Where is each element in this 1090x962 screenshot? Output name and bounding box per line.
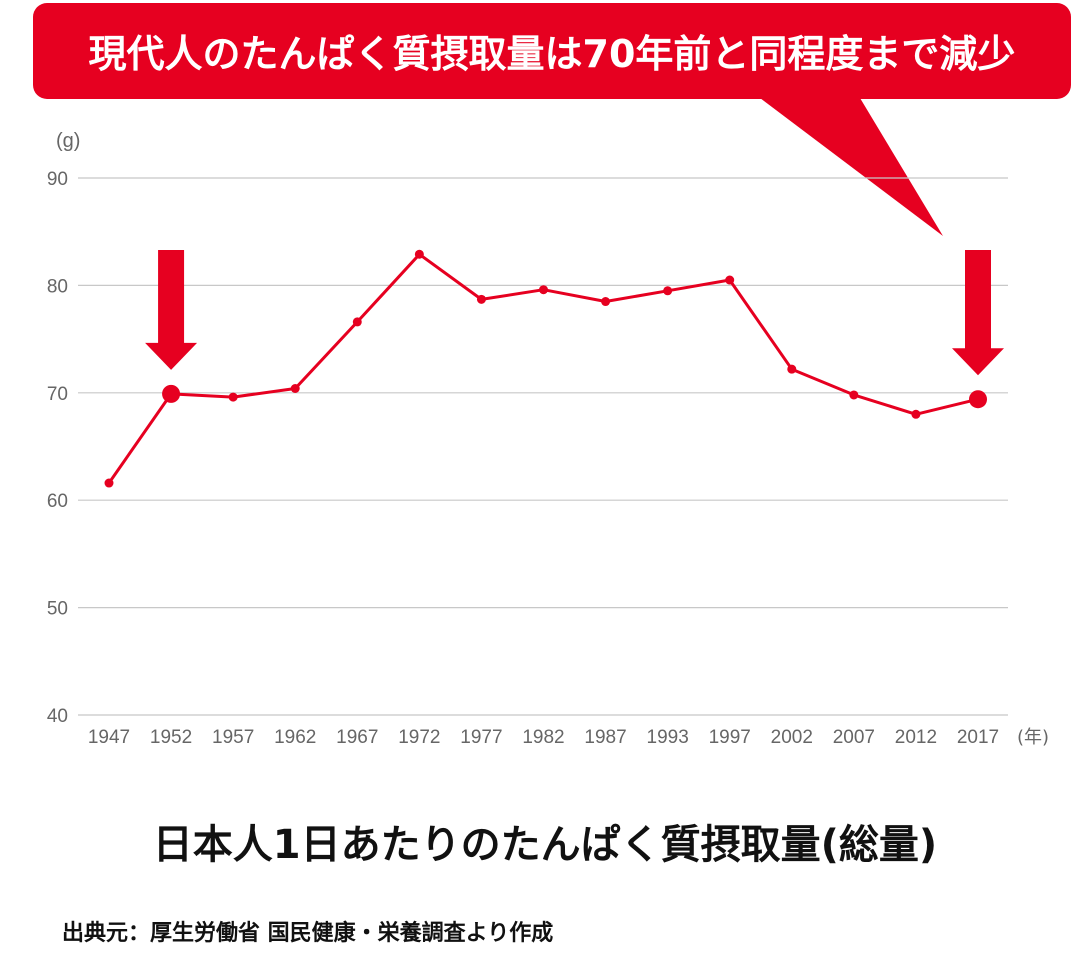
point-1952 bbox=[162, 384, 181, 403]
arrow-1952 bbox=[145, 250, 198, 370]
source-note: 出典元：厚生労働省 国民健康・栄養調査より作成 bbox=[62, 921, 554, 946]
series-protein bbox=[104, 249, 987, 488]
banner-title: 現代人のたんぱく質摂取量は70年前と同程度まで減少 bbox=[89, 32, 1016, 76]
x-tick-label-1972: 1972 bbox=[398, 727, 440, 748]
x-tick-label-1952: 1952 bbox=[150, 727, 192, 748]
point-1977 bbox=[476, 294, 486, 304]
highlight-arrows bbox=[145, 250, 1004, 376]
point-1982 bbox=[539, 285, 548, 295]
y-tick-label-80: 80 bbox=[47, 276, 68, 297]
point-1972 bbox=[414, 249, 424, 259]
point-2007 bbox=[849, 390, 859, 400]
y-tick-label-90: 90 bbox=[47, 169, 68, 190]
y-tick-label-40: 40 bbox=[47, 706, 68, 727]
point-2017 bbox=[969, 390, 987, 409]
x-tick-label-1947: 1947 bbox=[88, 727, 130, 748]
point-1962 bbox=[290, 384, 300, 394]
y-tick-label-50: 50 bbox=[47, 599, 68, 620]
y-tick-label-60: 60 bbox=[47, 491, 68, 512]
grid-lines bbox=[78, 177, 1008, 716]
x-tick-label-2002: 2002 bbox=[771, 727, 813, 748]
point-2012 bbox=[911, 409, 921, 419]
x-tick-label-1982: 1982 bbox=[522, 727, 564, 748]
point-1967 bbox=[352, 317, 362, 327]
x-tick-label-1993: 1993 bbox=[647, 727, 689, 748]
arrow-2017 bbox=[952, 250, 1004, 376]
x-tick-label-1962: 1962 bbox=[274, 727, 316, 748]
x-tick-label-1997: 1997 bbox=[709, 727, 751, 748]
banner-pointer bbox=[760, 98, 943, 236]
point-1947 bbox=[104, 478, 114, 488]
y-axis-unit: (g) bbox=[56, 130, 80, 152]
x-tick-labels: 1947 1952 1957 1962 1967 1972 1977 1982 1987 1993… bbox=[88, 727, 999, 748]
headline-banner: 現代人のたんぱく質摂取量は70年前と同程度まで減少 bbox=[33, 3, 1071, 236]
banner-box bbox=[33, 3, 1071, 99]
point-1987 bbox=[601, 297, 611, 307]
x-tick-label-2012: 2012 bbox=[895, 727, 937, 748]
x-tick-label-1987: 1987 bbox=[584, 727, 626, 748]
point-2002 bbox=[787, 364, 797, 374]
y-tick-label-70: 70 bbox=[47, 384, 68, 405]
point-1993 bbox=[663, 286, 673, 296]
chart-subtitle: 日本人1日あたりのたんぱく質摂取量(総量) bbox=[152, 822, 938, 868]
point-1957 bbox=[228, 392, 238, 402]
x-tick-label-2007: 2007 bbox=[833, 727, 875, 748]
y-tick-labels: 40 50 60 70 80 90 bbox=[47, 169, 68, 727]
point-1997 bbox=[725, 275, 735, 285]
x-tick-label-2017: 2017 bbox=[957, 727, 999, 748]
x-axis-unit: (年) bbox=[1017, 727, 1049, 748]
x-tick-label-1957: 1957 bbox=[212, 727, 254, 748]
x-tick-label-1967: 1967 bbox=[336, 727, 378, 748]
x-tick-label-1977: 1977 bbox=[460, 727, 502, 748]
